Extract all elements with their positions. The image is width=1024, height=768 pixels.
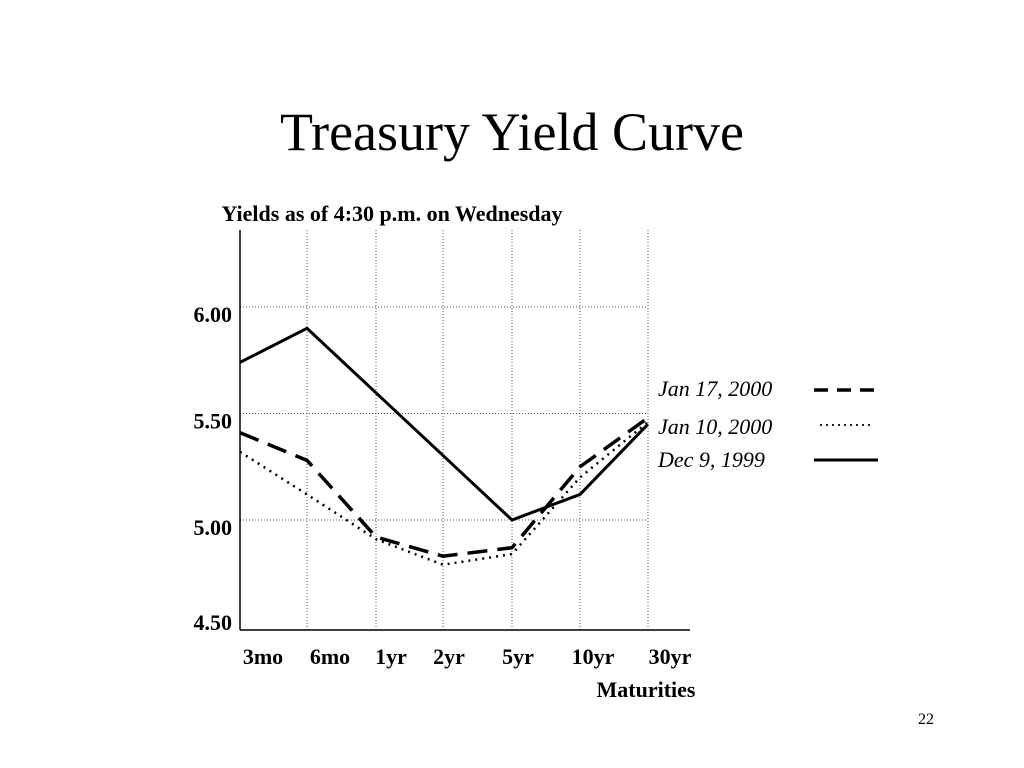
page-number: 22 — [918, 711, 934, 728]
x-axis-label: Maturities — [597, 677, 696, 702]
series-lines — [239, 326, 650, 567]
x-tick-label-5yr: 5yr — [502, 644, 534, 669]
x-tick-label-2yr: 2yr — [433, 644, 465, 669]
legend-label-solid: Dec 9, 1999 — [657, 447, 765, 472]
legend: Jan 17, 2000 Jan 10, 2000 Dec 9, 1999 — [657, 376, 878, 472]
y-tick-label: 5.00 — [194, 515, 233, 540]
y-tick-label: 5.50 — [194, 409, 233, 434]
grid — [240, 230, 649, 630]
x-tick-label-6mo: 6mo — [310, 644, 350, 669]
series-line-dotted — [239, 421, 649, 567]
legend-label-dashed: Jan 17, 2000 — [658, 376, 772, 401]
y-tick-label: 6.00 — [194, 302, 233, 327]
y-tick-labels: 6.00 5.50 5.00 4.50 — [194, 302, 233, 635]
x-tick-label-30yr: 30yr — [649, 644, 692, 669]
x-tick-labels: 3mo 6mo 1yr 2yr 5yr 10yr 30yr — [243, 644, 692, 669]
x-tick-label-10yr: 10yr — [572, 644, 615, 669]
x-tick-label-1yr: 1yr — [375, 644, 407, 669]
chart-subtitle: Yields as of 4:30 p.m. on Wednesday — [221, 201, 562, 226]
legend-label-dotted: Jan 10, 2000 — [658, 414, 772, 439]
y-tick-label: 4.50 — [194, 610, 233, 635]
x-tick-label-3mo: 3mo — [243, 644, 283, 669]
series-line-solid — [239, 326, 650, 522]
slide-title: Treasury Yield Curve — [280, 102, 744, 162]
axes — [239, 230, 690, 631]
series-line-dashed — [239, 416, 650, 558]
